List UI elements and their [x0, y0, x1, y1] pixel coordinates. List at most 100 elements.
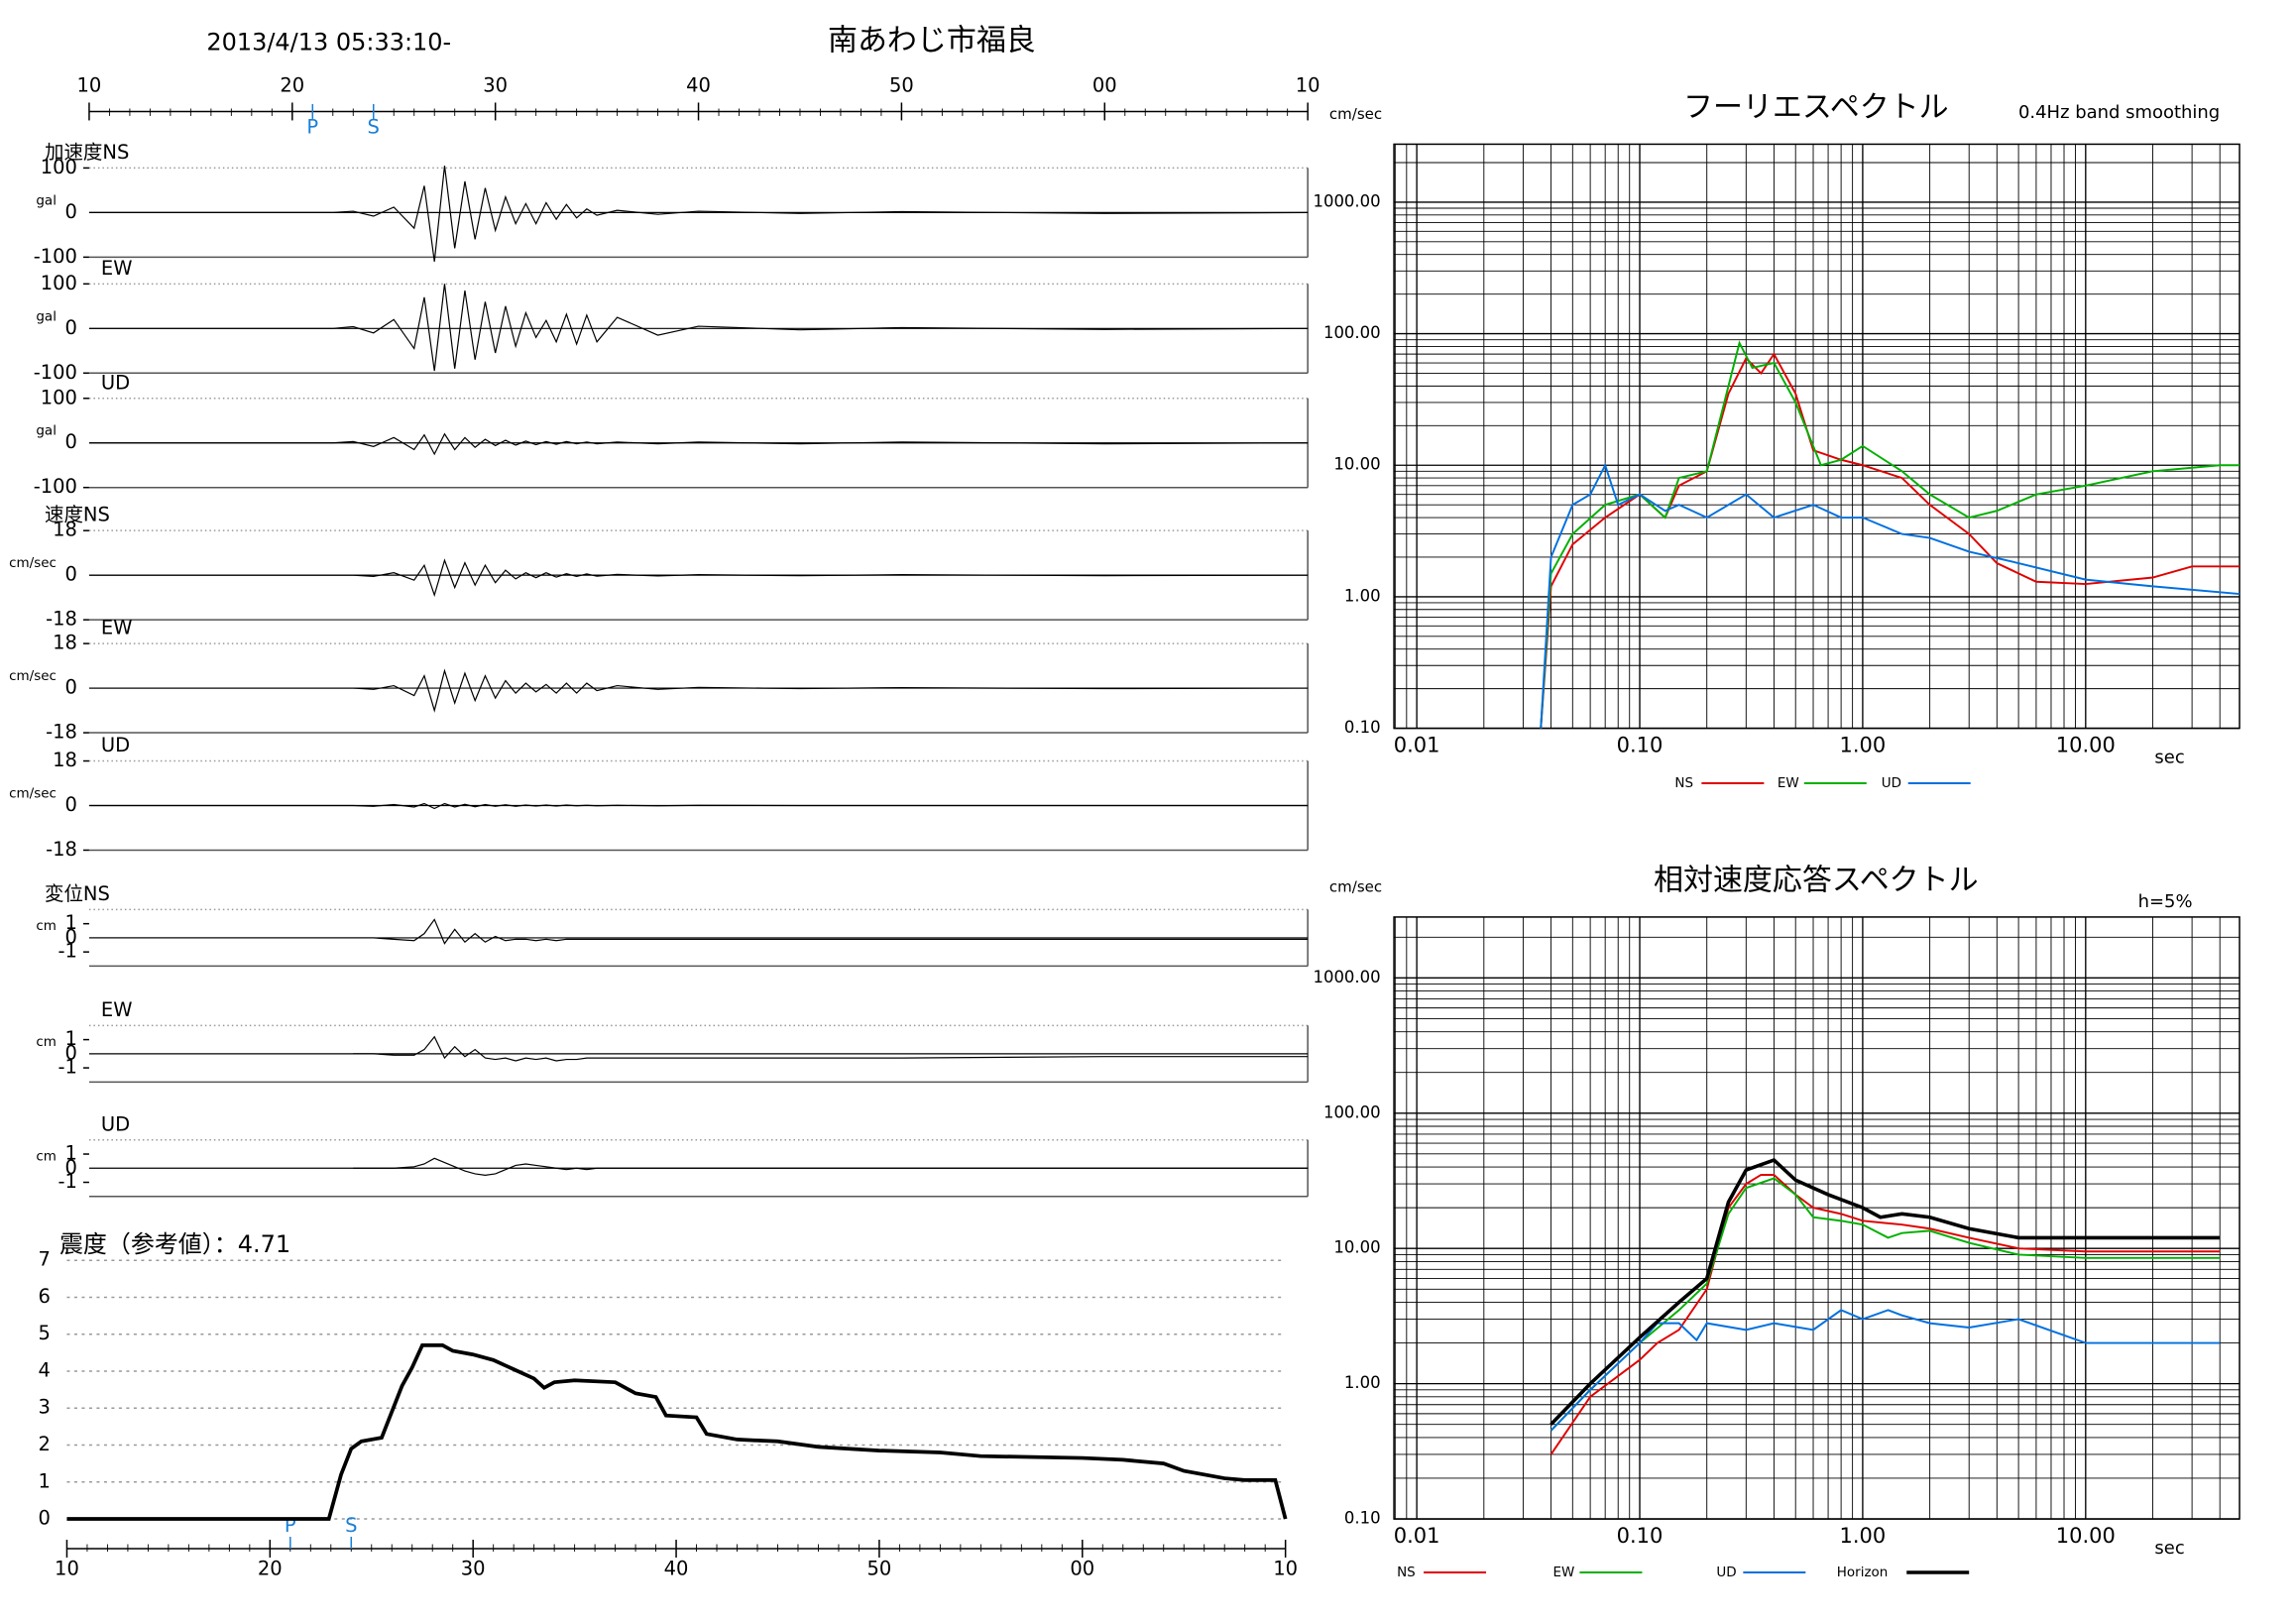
y-tick-label: 0 — [65, 1041, 77, 1064]
legend-label: EW — [1552, 1565, 1574, 1580]
y-axis-label: cm/sec — [1329, 877, 1382, 895]
y-tick-label: 100 — [41, 386, 77, 408]
y-tick-label: 5 — [39, 1322, 51, 1344]
spectrum-line — [1550, 1158, 2221, 1426]
x-tick-label: 10 — [77, 73, 102, 96]
x-tick-label: 30 — [483, 73, 508, 96]
y-tick-label: 0 — [65, 563, 77, 586]
x-tick-label: 20 — [280, 73, 304, 96]
y-tick-label: 0 — [65, 1156, 77, 1179]
y-tick-label: 0.10 — [1344, 1509, 1381, 1528]
x-tick-label: 30 — [461, 1558, 486, 1580]
y-tick-label: 0 — [65, 676, 77, 699]
spectrum-line — [1540, 462, 2240, 729]
spectrum-line — [1550, 1177, 2221, 1432]
waveform — [88, 802, 1309, 810]
legend-label: UD — [1716, 1565, 1736, 1580]
y-tick-label: 0 — [65, 200, 77, 223]
x-tick-label: 10.00 — [2056, 734, 2116, 757]
x-tick-label: 20 — [258, 1558, 283, 1580]
x-tick-label: 10.00 — [2056, 1524, 2116, 1548]
y-tick-label: 1.00 — [1344, 586, 1381, 605]
y-tick-label: 100 — [41, 272, 77, 294]
waveform — [88, 166, 1309, 262]
waveform — [88, 668, 1309, 713]
waveform — [88, 918, 1309, 945]
intensity-title: 震度（参考値）：4.71 — [59, 1230, 290, 1258]
y-tick-label: -100 — [34, 361, 77, 384]
trace-label: UD — [101, 734, 130, 756]
y-tick-label: -18 — [46, 838, 77, 861]
x-tick-label: 10 — [1273, 1558, 1298, 1580]
y-tick-label: 0 — [39, 1507, 51, 1530]
x-tick-label: 50 — [889, 73, 914, 96]
spectrum-line — [1550, 1173, 2221, 1455]
y-tick-label: 3 — [39, 1396, 51, 1419]
trace-label: EW — [101, 998, 133, 1021]
x-tick-label: 40 — [664, 1558, 689, 1580]
x-tick-label: 0.10 — [1617, 734, 1664, 757]
legend-label: NS — [1397, 1565, 1416, 1580]
y-tick-label: -1 — [58, 1170, 77, 1193]
y-tick-label: 18 — [53, 519, 77, 541]
x-tick-label: 10 — [55, 1558, 79, 1580]
y-tick-label: 0 — [65, 430, 77, 453]
spectrum-title: フーリエスペクトル — [1683, 90, 1949, 125]
x-axis-label: sec — [2154, 1538, 2184, 1559]
legend-label: Horizon — [1837, 1565, 1889, 1580]
x-tick-label: 40 — [686, 73, 711, 96]
phase-label: P — [306, 115, 318, 138]
y-tick-label: 1000.00 — [1313, 191, 1380, 210]
unit-label: cm/sec — [9, 555, 57, 571]
x-tick-label: 1.00 — [1840, 734, 1887, 757]
trace-label: EW — [101, 617, 133, 639]
trace-label: UD — [101, 371, 130, 394]
unit-label: gal — [36, 423, 57, 439]
trace-label: 変位NS — [45, 882, 110, 905]
spectrum-line — [1540, 340, 2240, 729]
y-tick-label: -100 — [34, 245, 77, 268]
spectrum-line — [1540, 352, 2240, 729]
station: 南あわじ市福良 — [828, 24, 1036, 58]
x-tick-label: 10 — [1296, 73, 1320, 96]
waveform — [88, 284, 1309, 372]
waveform — [88, 558, 1309, 598]
y-tick-label: 1000.00 — [1313, 968, 1380, 986]
y-tick-label: -18 — [46, 721, 77, 744]
phase-label: S — [368, 115, 380, 138]
y-tick-label: -1 — [58, 1056, 77, 1079]
y-tick-label: 1.00 — [1344, 1373, 1381, 1392]
y-tick-label: -18 — [46, 608, 77, 631]
x-axis-label: sec — [2154, 748, 2184, 768]
phase-label: S — [345, 1514, 357, 1537]
unit-label: gal — [36, 192, 57, 208]
waveform — [353, 1035, 1309, 1062]
legend-label: EW — [1778, 775, 1799, 791]
x-tick-label: 00 — [1070, 1558, 1094, 1580]
y-tick-label: 100 — [41, 156, 77, 178]
legend-label: UD — [1882, 775, 1901, 791]
spectrum-subtitle: 0.4Hz band smoothing — [2018, 102, 2220, 123]
y-tick-label: 100.00 — [1323, 1102, 1381, 1121]
x-tick-label: 1.00 — [1840, 1524, 1887, 1548]
unit-label: cm/sec — [9, 668, 57, 684]
y-tick-label: 1 — [65, 1142, 77, 1165]
unit-label: gal — [36, 308, 57, 324]
y-tick-label: 18 — [53, 749, 77, 771]
unit-label: cm — [36, 918, 57, 934]
y-tick-label: 100.00 — [1323, 323, 1381, 342]
y-tick-label: 0 — [65, 925, 77, 948]
spectrum-title: 相対速度応答スペクトル — [1654, 863, 1979, 897]
x-tick-label: 0.10 — [1617, 1524, 1664, 1548]
y-tick-label: 0 — [65, 316, 77, 339]
x-tick-label: 00 — [1092, 73, 1117, 96]
y-tick-label: -100 — [34, 475, 77, 498]
y-tick-label: 6 — [39, 1285, 51, 1308]
y-tick-label: 7 — [39, 1248, 51, 1271]
waveform — [353, 1157, 1309, 1176]
y-tick-label: 18 — [53, 632, 77, 654]
unit-label: cm — [36, 1148, 57, 1164]
x-tick-label: 50 — [867, 1558, 892, 1580]
y-tick-label: 10.00 — [1333, 455, 1380, 474]
